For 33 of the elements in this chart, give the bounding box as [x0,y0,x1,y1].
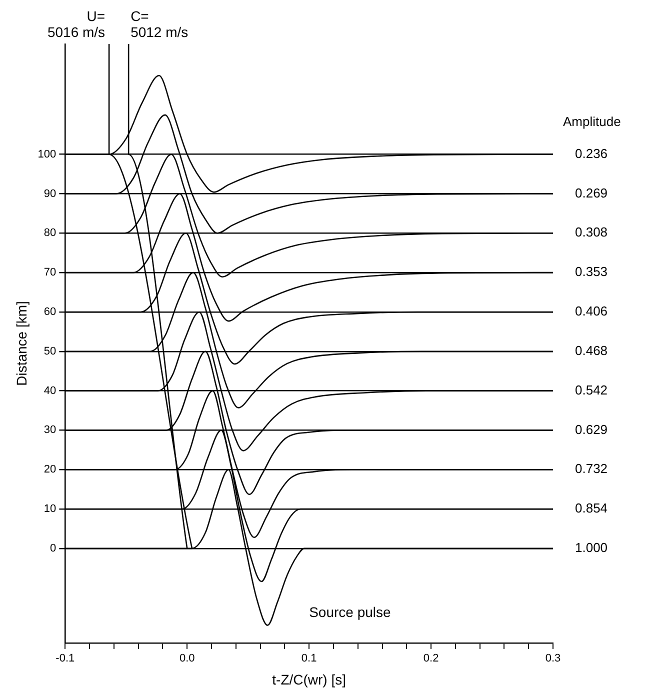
y-tick-label: 50 [44,345,56,358]
series-label: 1.000 [575,540,608,555]
x-tick-label: -0.1 [56,652,75,665]
y-tick-label: 60 [44,306,56,318]
x-tick-label: 0.2 [423,652,439,665]
series-label: 0.732 [575,461,608,476]
series-label: 0.468 [575,342,608,358]
y-tick-label: 30 [44,424,56,436]
x-tick-label: 0.0 [179,652,195,665]
series-label: 0.353 [575,264,608,280]
y-tick-label: 0 [50,542,56,554]
series-label: 0.629 [575,422,608,437]
annotation: Source pulse [309,604,392,620]
series-label: 0.406 [575,304,608,319]
x-tick-label: 0.3 [545,652,561,665]
series-label: 0.854 [575,500,608,516]
y-tick-label: 20 [44,464,56,476]
y-tick-label: 70 [44,266,56,279]
series-label: 0.236 [575,146,608,161]
y-tick-label: 90 [44,188,56,200]
y-tick-label: 100 [38,148,56,160]
annotation: U= 5016 m/s [47,8,106,40]
y-tick-label: 80 [44,227,56,240]
series-label: 0.269 [575,185,608,200]
y-tick-label: 10 [44,503,56,516]
x-tick-label: 0.1 [301,652,317,665]
series-label: 0.308 [575,224,608,240]
annotation: C= 5012 m/s [130,8,188,40]
legend-title: Amplitude [563,114,621,129]
series-label: 0.542 [575,382,608,398]
y-axis-title: Distance [km] [13,301,30,386]
x-axis-title: t-Z/C(wr) [s] [272,671,346,688]
y-tick-label: 40 [44,384,56,397]
